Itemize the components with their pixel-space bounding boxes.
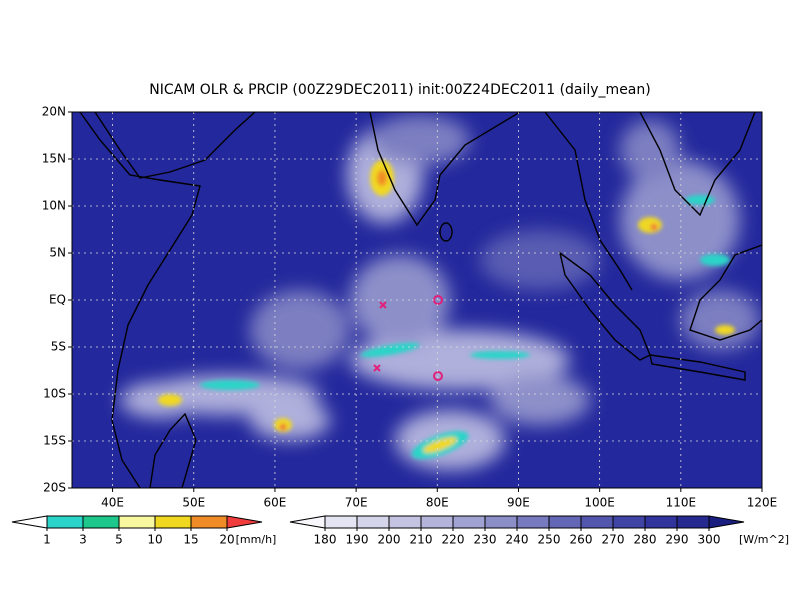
colorbar-box bbox=[46, 515, 84, 529]
y-tick-label: 15N bbox=[42, 152, 66, 166]
y-tick-label: 20S bbox=[43, 481, 66, 495]
colorbar-box bbox=[612, 515, 646, 529]
colorbar-box bbox=[324, 515, 358, 529]
x-tick-label: 50E bbox=[182, 496, 205, 510]
colorbar-box bbox=[548, 515, 582, 529]
colorbar-box bbox=[452, 515, 486, 529]
x-tick-label: 70E bbox=[345, 496, 368, 510]
colorbar-unit: [mm/h] bbox=[236, 533, 277, 546]
marker-x bbox=[373, 364, 381, 372]
colorbar-box bbox=[676, 515, 710, 529]
colorbar-box bbox=[82, 515, 120, 529]
colorbar-label: 5 bbox=[115, 533, 123, 547]
colorbar-box bbox=[356, 515, 390, 529]
marker-x bbox=[379, 301, 387, 309]
colorbar-label: 290 bbox=[666, 533, 689, 547]
y-tick-label: EQ bbox=[49, 293, 66, 307]
colorbar-label: 3 bbox=[79, 533, 87, 547]
colorbar-label: 190 bbox=[346, 533, 369, 547]
title: NICAM OLR & PRCIP (00Z29DEC2011) init:00… bbox=[149, 82, 650, 98]
colorbar-label: 15 bbox=[183, 533, 198, 547]
colorbar-label: 20 bbox=[219, 533, 234, 547]
colorbar-label: 240 bbox=[506, 533, 529, 547]
colorbar-label: 280 bbox=[634, 533, 657, 547]
x-tick-label: 110E bbox=[666, 496, 697, 510]
colorbar-box bbox=[118, 515, 156, 529]
colorbar-end bbox=[11, 515, 48, 529]
coastlines bbox=[79, 112, 762, 488]
marker-circle bbox=[433, 371, 443, 381]
x-tick-label: 40E bbox=[101, 496, 124, 510]
y-tick-label: 15S bbox=[43, 434, 66, 448]
colorbar-label: 270 bbox=[602, 533, 625, 547]
x-tick-label: 80E bbox=[426, 496, 449, 510]
colorbar-end bbox=[708, 515, 745, 529]
colorbar-end bbox=[226, 515, 263, 529]
colorbar-box bbox=[420, 515, 454, 529]
x-tick-label: 120E bbox=[747, 496, 778, 510]
colorbar-end bbox=[289, 515, 326, 529]
x-tick-label: 90E bbox=[507, 496, 530, 510]
y-tick-label: 5S bbox=[51, 340, 66, 354]
y-tick-label: 5N bbox=[49, 246, 66, 260]
y-tick-label: 20N bbox=[42, 105, 66, 119]
y-tick-label: 10S bbox=[43, 387, 66, 401]
colorbar-label: 230 bbox=[474, 533, 497, 547]
colorbar-label: 200 bbox=[378, 533, 401, 547]
colorbar-box bbox=[580, 515, 614, 529]
x-tick-label: 60E bbox=[264, 496, 287, 510]
colorbar-box bbox=[516, 515, 550, 529]
y-tick-label: 10N bbox=[42, 199, 66, 213]
colorbar-box bbox=[484, 515, 518, 529]
colorbar-label: 250 bbox=[538, 533, 561, 547]
colorbar-box bbox=[644, 515, 678, 529]
colorbar-label: 10 bbox=[147, 533, 162, 547]
colorbar-box bbox=[154, 515, 192, 529]
colorbar-label: 260 bbox=[570, 533, 593, 547]
x-tick-label: 100E bbox=[584, 496, 615, 510]
colorbar-label: 1 bbox=[43, 533, 51, 547]
colorbar-label: 210 bbox=[410, 533, 433, 547]
colorbar-label: 220 bbox=[442, 533, 465, 547]
colorbar-unit: [W/m^2] bbox=[739, 533, 789, 546]
storm-markers bbox=[373, 295, 443, 381]
colorbar-label: 180 bbox=[314, 533, 337, 547]
colorbar-box bbox=[190, 515, 228, 529]
colorbar-box bbox=[388, 515, 422, 529]
colorbar-label: 300 bbox=[698, 533, 721, 547]
plot-frame bbox=[71, 111, 763, 489]
